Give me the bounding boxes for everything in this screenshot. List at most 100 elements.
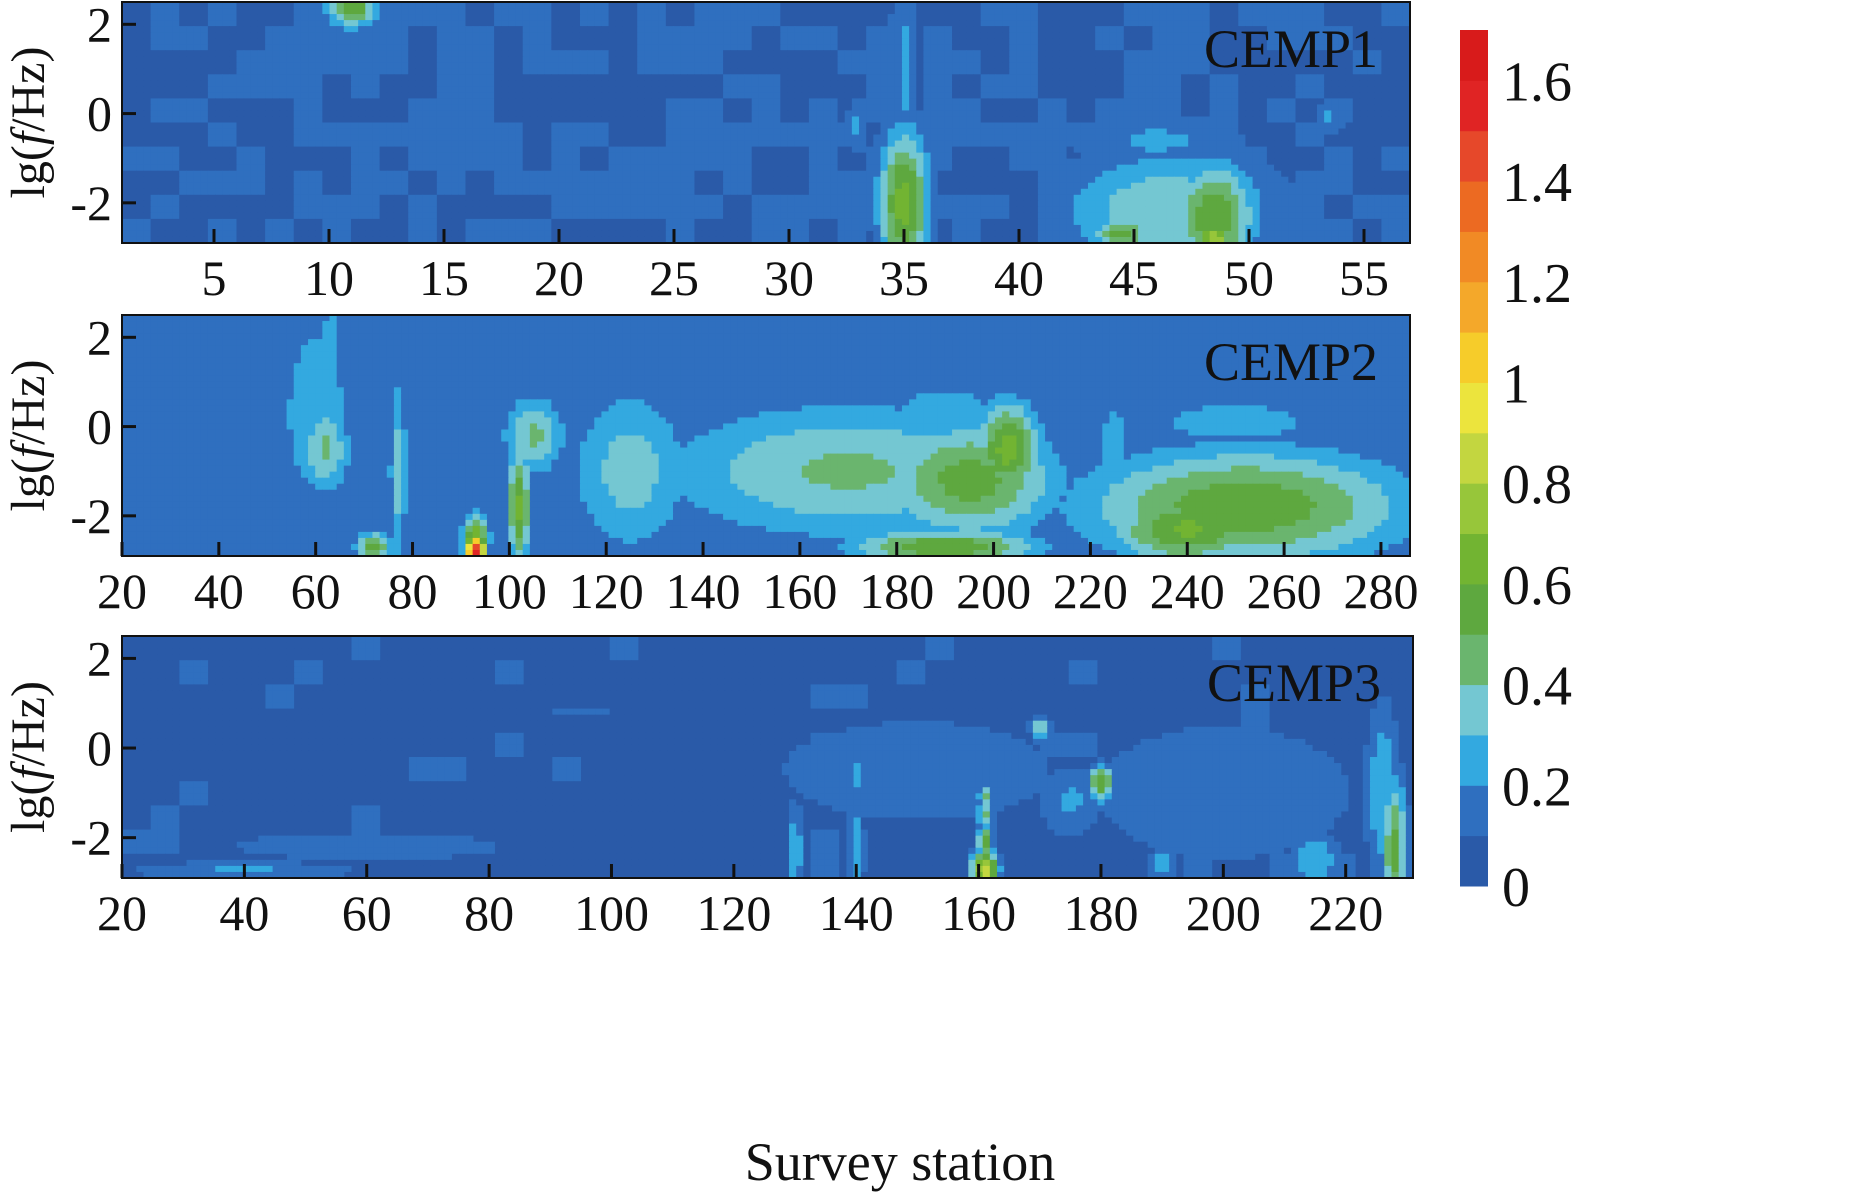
heatmap-cell — [1266, 80, 1275, 87]
heatmap-cell — [486, 140, 495, 148]
heatmap-cell — [966, 50, 975, 57]
heatmap-cell — [1223, 80, 1232, 87]
heatmap-cell — [1259, 140, 1268, 148]
heatmap-cell — [179, 140, 187, 148]
heatmap-cell — [1181, 20, 1189, 27]
heatmap-cell — [694, 104, 703, 112]
heatmap-cell — [1331, 92, 1340, 100]
heatmap-cell — [572, 14, 581, 21]
heatmap-cell — [665, 110, 674, 118]
heatmap-cell — [730, 56, 738, 63]
heatmap-cell — [916, 122, 925, 130]
heatmap-cell — [1395, 38, 1404, 45]
heatmap-cell — [937, 128, 946, 136]
heatmap-cell — [1324, 44, 1332, 51]
heatmap-cell — [1223, 104, 1232, 112]
heatmap-cell — [644, 26, 653, 33]
heatmap-cell — [1302, 152, 1311, 160]
heatmap-cell — [1245, 50, 1254, 57]
heatmap-cell — [980, 140, 989, 148]
heatmap-cell — [1173, 50, 1182, 57]
heatmap-cell — [651, 86, 660, 93]
heatmap-cell — [422, 158, 431, 166]
heatmap-cell — [408, 164, 416, 172]
heatmap-cell — [350, 80, 359, 87]
heatmap-cell — [243, 110, 252, 118]
heatmap-cell — [207, 110, 216, 118]
heatmap-cell — [1095, 62, 1103, 69]
heatmap-cell — [501, 74, 509, 81]
heatmap-cell — [1145, 32, 1153, 39]
heatmap-cell — [422, 2, 431, 9]
heatmap-cell — [1166, 32, 1175, 39]
heatmap-cell — [1252, 14, 1261, 21]
heatmap-cell — [236, 128, 245, 136]
heatmap-cell — [286, 44, 295, 51]
heatmap-cell — [522, 14, 531, 21]
heatmap-cell — [1073, 62, 1082, 69]
heatmap-cell — [937, 98, 946, 106]
heatmap-cell — [1059, 80, 1068, 87]
heatmap-cell — [486, 86, 495, 93]
heatmap-cell — [358, 26, 366, 33]
heatmap-cell — [479, 2, 488, 9]
heatmap-cell — [544, 104, 552, 112]
heatmap-cell — [279, 50, 288, 57]
heatmap-cell — [1130, 2, 1139, 9]
heatmap-cell — [1073, 8, 1082, 15]
heatmap-cell — [1045, 110, 1053, 118]
heatmap-cell — [257, 14, 266, 21]
heatmap-cell — [393, 62, 402, 69]
heatmap-cell — [1288, 86, 1297, 93]
heatmap-cell — [1281, 122, 1289, 130]
heatmap-cell — [1145, 86, 1153, 93]
heatmap-cell — [1159, 122, 1168, 130]
heatmap-cell — [1388, 158, 1397, 166]
heatmap-cell — [429, 164, 438, 172]
heatmap-cell — [1402, 146, 1410, 154]
heatmap-cell — [672, 92, 681, 100]
heatmap-cell — [630, 134, 638, 142]
heatmap-cell — [1059, 86, 1068, 93]
heatmap-cell — [622, 152, 631, 160]
heatmap-cell — [422, 26, 431, 33]
heatmap-cell — [1352, 146, 1361, 154]
heatmap-cell — [1216, 44, 1225, 51]
heatmap-cell — [873, 26, 882, 33]
heatmap-cell — [157, 2, 166, 9]
heatmap-cell — [1030, 20, 1039, 27]
heatmap-cell — [1338, 146, 1347, 154]
heatmap-cell — [544, 152, 552, 160]
heatmap-cell — [365, 122, 374, 130]
heatmap-cell — [608, 8, 617, 15]
heatmap-cell — [1159, 62, 1168, 69]
heatmap-cell — [608, 50, 617, 57]
heatmap-cell — [766, 86, 774, 93]
heatmap-cell — [365, 92, 374, 100]
heatmap-cell — [179, 116, 187, 124]
heatmap-cell — [365, 8, 374, 15]
heatmap-cell — [501, 38, 509, 45]
heatmap-cell — [1331, 38, 1340, 45]
heatmap-cell — [637, 134, 645, 142]
heatmap-cell — [515, 134, 524, 142]
heatmap-cell — [737, 38, 746, 45]
heatmap-cell — [508, 110, 517, 118]
heatmap-cell — [1352, 62, 1361, 69]
heatmap-cell — [1331, 104, 1340, 112]
heatmap-cell — [343, 116, 352, 124]
heatmap-cell — [343, 134, 352, 142]
heatmap-cell — [844, 32, 853, 39]
heatmap-cell — [444, 104, 452, 112]
heatmap-cell — [229, 122, 238, 130]
heatmap-cell — [522, 50, 531, 57]
heatmap-cell — [444, 140, 452, 148]
heatmap-cell — [565, 122, 574, 130]
heatmap-cell — [1109, 158, 1118, 166]
heatmap-cell — [1016, 122, 1025, 130]
heatmap-cell — [1231, 56, 1239, 63]
heatmap-cell — [1030, 74, 1039, 81]
heatmap-cell — [851, 62, 860, 69]
heatmap-cell — [293, 140, 302, 148]
heatmap-cell — [601, 122, 610, 130]
